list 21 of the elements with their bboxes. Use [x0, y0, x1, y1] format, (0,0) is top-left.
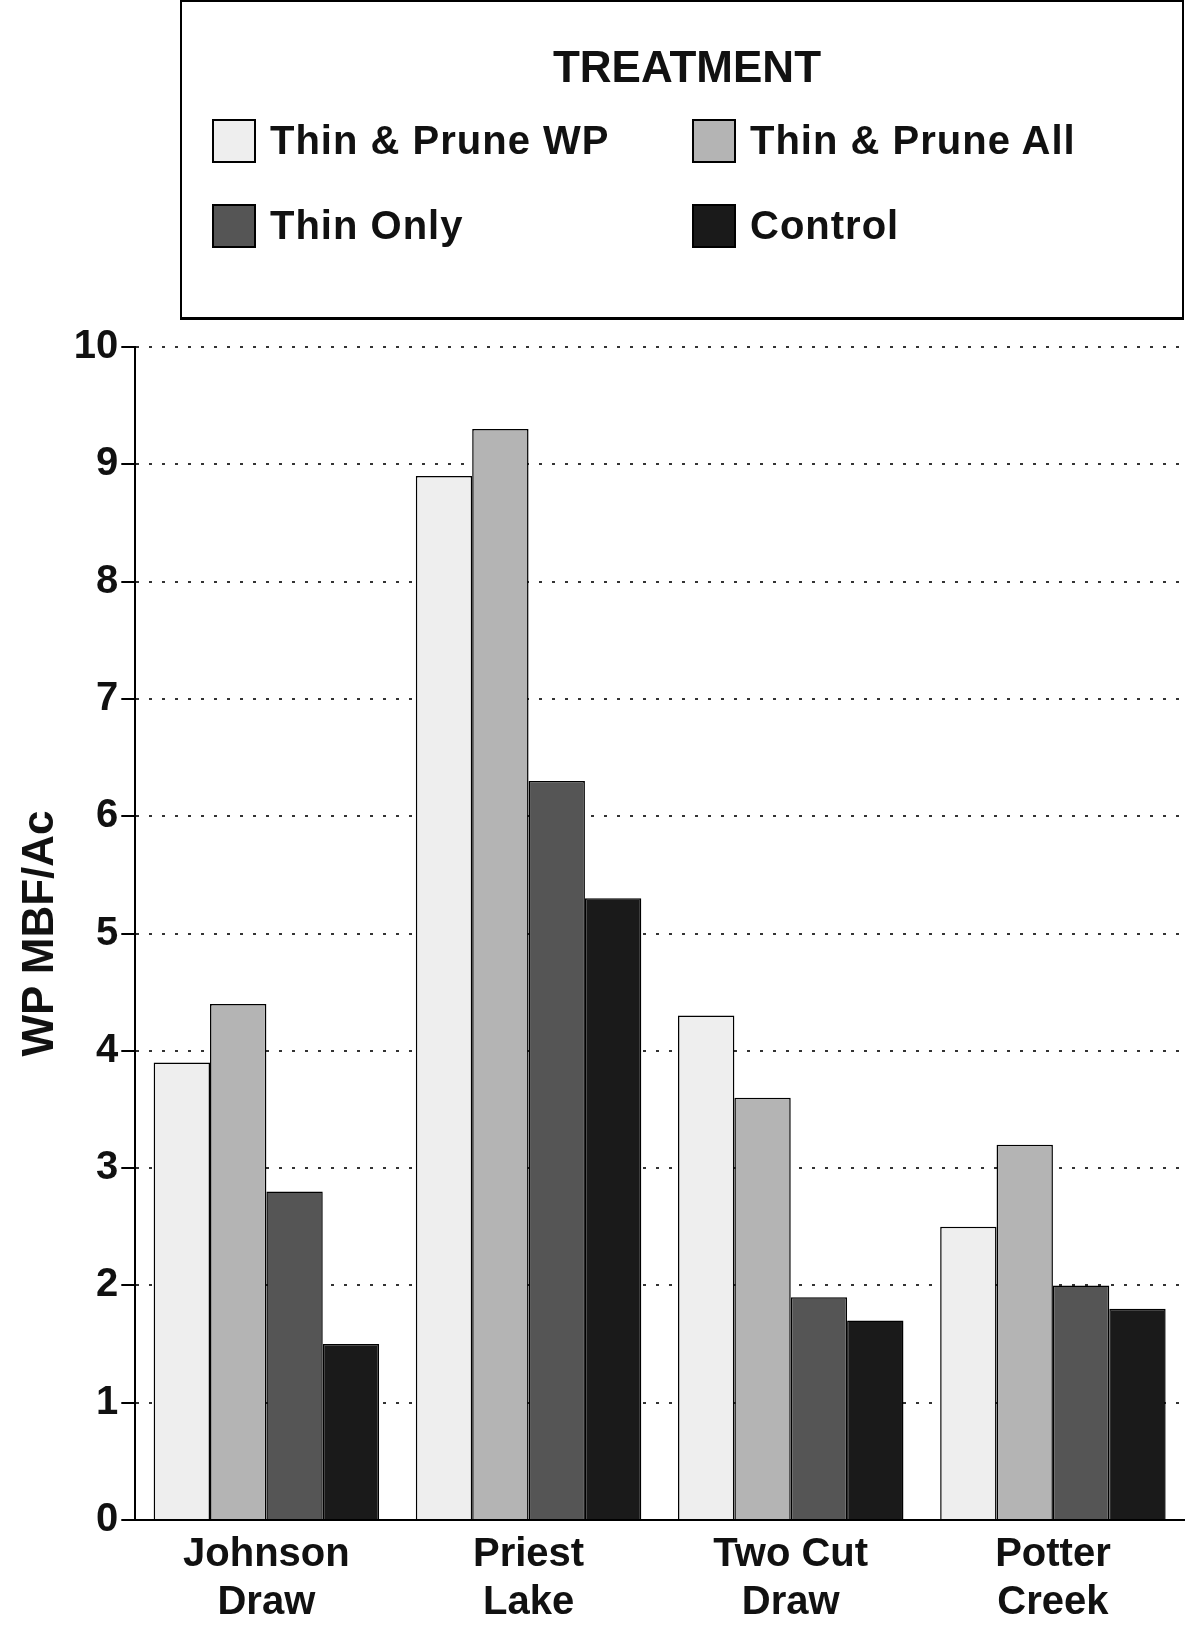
x-tick-label: Priest Lake — [472, 1530, 585, 1623]
y-tick-label: 4 — [96, 1025, 120, 1070]
y-tick-label: 7 — [96, 673, 119, 718]
legend-label: Control — [750, 203, 900, 248]
y-tick-label: 9 — [96, 439, 119, 484]
legend-label: Thin Only — [270, 203, 464, 248]
legend-label: Thin & Prune All — [750, 118, 1076, 163]
y-tick-label: 3 — [96, 1143, 119, 1188]
legend-label: Thin & Prune WP — [270, 118, 610, 163]
y-tick-label: 1 — [96, 1377, 119, 1422]
legend-title: TREATMENT — [551, 42, 822, 92]
y-tick-label: 2 — [96, 1260, 119, 1305]
y-tick-label: 8 — [96, 556, 119, 601]
y-tick-label: 5 — [96, 908, 119, 953]
y-tick-label: 6 — [96, 791, 119, 836]
x-tick-label: Johnson Draw — [183, 1530, 350, 1623]
x-tick-label: Potter Creek — [995, 1530, 1111, 1623]
y-tick-label: 0 — [96, 1495, 119, 1540]
y-axis-title: WP MBF/Ac — [12, 810, 62, 1057]
y-tick-label: 10 — [73, 322, 119, 367]
x-tick-label: Two Cut Draw — [713, 1530, 869, 1623]
